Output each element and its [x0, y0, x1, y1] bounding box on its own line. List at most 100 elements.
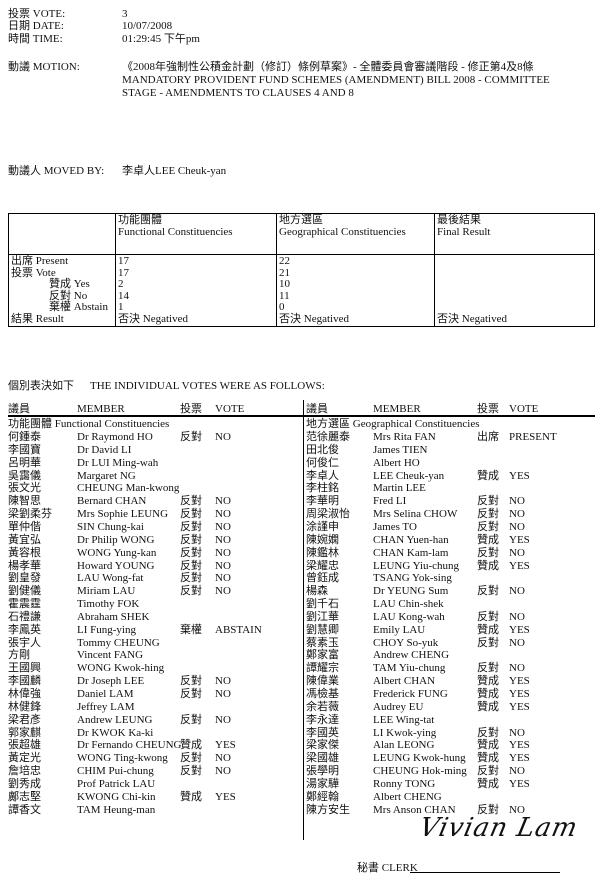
member-name-zh: 蔡素玉	[306, 636, 339, 649]
member-name-zh: 劉江華	[306, 610, 339, 623]
vote-label: 投票 VOTE:	[8, 8, 66, 20]
member-name-en: Mrs Rita FAN	[373, 431, 436, 443]
member-name-en: Dr KWOK Ka-ki	[77, 726, 154, 739]
vote-en: NO	[509, 765, 525, 778]
vote-zh: 贊成	[477, 469, 499, 482]
geographical-counts: 22 21 10 11 0 否決 Negatived	[276, 254, 435, 327]
member-name-en: Andrew CHENG	[373, 649, 450, 662]
member-name-en: LEE Cheuk-yan	[373, 469, 445, 482]
member-name-zh: 李華明	[306, 495, 339, 508]
member-name-zh: 譚香文	[8, 803, 41, 816]
vote-en: YES	[509, 739, 530, 752]
member-name-zh: 湯家驊	[306, 777, 339, 790]
vote-en: YES	[509, 623, 530, 636]
vote-en: NO	[509, 726, 525, 739]
member-name-en: Timothy FOK	[77, 598, 140, 611]
vote-en: NO	[509, 546, 525, 559]
vote-en: YES	[509, 675, 530, 688]
vote-zh: 反對	[180, 675, 202, 688]
motion-en-line1: MANDATORY PROVIDENT FUND SCHEMES (AMENDM…	[122, 74, 550, 86]
member-name-zh: 梁家傑	[306, 739, 339, 752]
final-header: 最後結果 Final Result	[434, 213, 595, 255]
member-name-zh: 李卓人	[306, 469, 339, 482]
member-name-zh: 張宇人	[8, 636, 41, 649]
vote-zh: 反對	[180, 688, 202, 700]
member-name-zh: 范徐麗泰	[306, 431, 350, 443]
member-name-zh: 涂謹申	[306, 520, 339, 533]
member-name-en: Albert CHAN	[373, 675, 436, 688]
member-name-zh: 鄺志堅	[8, 790, 41, 803]
summary-table: 功能團體 Functional Constituencies 地方選區 Geogra…	[8, 213, 595, 327]
member-name-zh: 李柱銘	[306, 482, 339, 495]
member-name-en: WONG Ting-kwong	[77, 752, 168, 765]
member-name-en: Frederick FUNG	[373, 688, 448, 700]
member-name-en: Mrs Selina CHOW	[373, 508, 458, 521]
clerk-label: 秘書 CLERK	[357, 862, 418, 874]
vote-zh: 贊成	[477, 752, 499, 765]
member-name-zh: 郭家麒	[8, 726, 41, 739]
member-name-en: LI Kwok-ying	[373, 726, 437, 739]
member-name-zh: 曾鈺成	[306, 572, 339, 585]
vote-zh: 反對	[477, 495, 499, 508]
member-name-zh: 劉慧卿	[306, 623, 339, 636]
member-name-zh: 何俊仁	[306, 456, 339, 469]
col-vote-en-left: VOTE	[215, 403, 245, 415]
vote-zh: 反對	[477, 520, 499, 533]
vote-en: NO	[215, 431, 231, 443]
member-name-en: Mrs Sophie LEUNG	[77, 508, 169, 521]
vote-zh: 贊成	[477, 777, 499, 790]
vote-en: NO	[509, 508, 525, 521]
vote-en: NO	[215, 713, 231, 726]
col-member-en-right: MEMBER	[373, 403, 421, 415]
vote-zh: 贊成	[477, 700, 499, 713]
moved-by-label: 動議人 MOVED BY:	[8, 165, 105, 177]
clerk-signature: Vivian Lam	[416, 813, 581, 843]
member-name-zh: 林偉強	[8, 688, 41, 700]
vote-en: NO	[509, 803, 525, 816]
member-name-zh: 馮檢基	[306, 688, 339, 700]
member-name-en: Fred LI	[373, 495, 407, 508]
vote-en: NO	[509, 636, 525, 649]
member-name-en: WONG Kwok-hing	[77, 662, 165, 675]
member-name-en: Dr David LI	[77, 443, 132, 456]
time-value: 01:29:45 下午pm	[122, 33, 200, 45]
member-name-zh: 李國麟	[8, 675, 41, 688]
vote-en: PRESENT	[509, 431, 557, 443]
vote-en: YES	[509, 752, 530, 765]
motion-label: 動議 MOTION:	[8, 61, 80, 73]
functional-group-label: 功能團體 Functional Constituencies	[8, 418, 170, 430]
vote-zh: 反對	[477, 662, 499, 675]
member-name-en: Dr YEUNG Sum	[373, 585, 449, 598]
functional-counts: 17 17 2 14 1 否決 Negatived	[115, 254, 277, 327]
vote-en: NO	[215, 546, 231, 559]
member-name-en: SIN Chung-kai	[77, 520, 144, 533]
vote-zh: 反對	[477, 636, 499, 649]
vote-zh: 反對	[477, 546, 499, 559]
vote-zh: 贊成	[477, 688, 499, 700]
vote-en: NO	[215, 675, 231, 688]
vote-en: YES	[215, 739, 236, 752]
vote-zh: 棄權	[180, 623, 202, 636]
member-name-zh: 陳智思	[8, 495, 41, 508]
member-name-en: LEE Wing-tat	[373, 713, 435, 726]
functional-header: 功能團體 Functional Constituencies	[115, 213, 277, 255]
member-name-en: LEUNG Yiu-chung	[373, 559, 460, 572]
moved-by-value: 李卓人LEE Cheuk-yan	[122, 165, 227, 177]
vote-en: YES	[509, 469, 530, 482]
member-name-en: LI Fung-ying	[77, 623, 136, 636]
geographical-group-label: 地方選區 Geographical Constituencies	[306, 418, 480, 430]
member-name-en: Alan LEONG	[373, 739, 435, 752]
member-name-en: Dr Philip WONG	[77, 533, 155, 546]
vote-zh: 贊成	[477, 675, 499, 688]
col-member-en-left: MEMBER	[77, 403, 125, 415]
member-name-en: Dr Fernando CHEUNG	[77, 739, 182, 752]
member-name-en: Miriam LAU	[77, 585, 136, 598]
clerk-signature-line	[410, 872, 560, 873]
vote-en: NO	[215, 752, 231, 765]
member-name-zh: 陳偉業	[306, 675, 339, 688]
member-name-zh: 黃定光	[8, 752, 41, 765]
member-name-en: Howard YOUNG	[77, 559, 155, 572]
vote-zh: 反對	[180, 559, 202, 572]
member-name-zh: 陳鑑林	[306, 546, 339, 559]
